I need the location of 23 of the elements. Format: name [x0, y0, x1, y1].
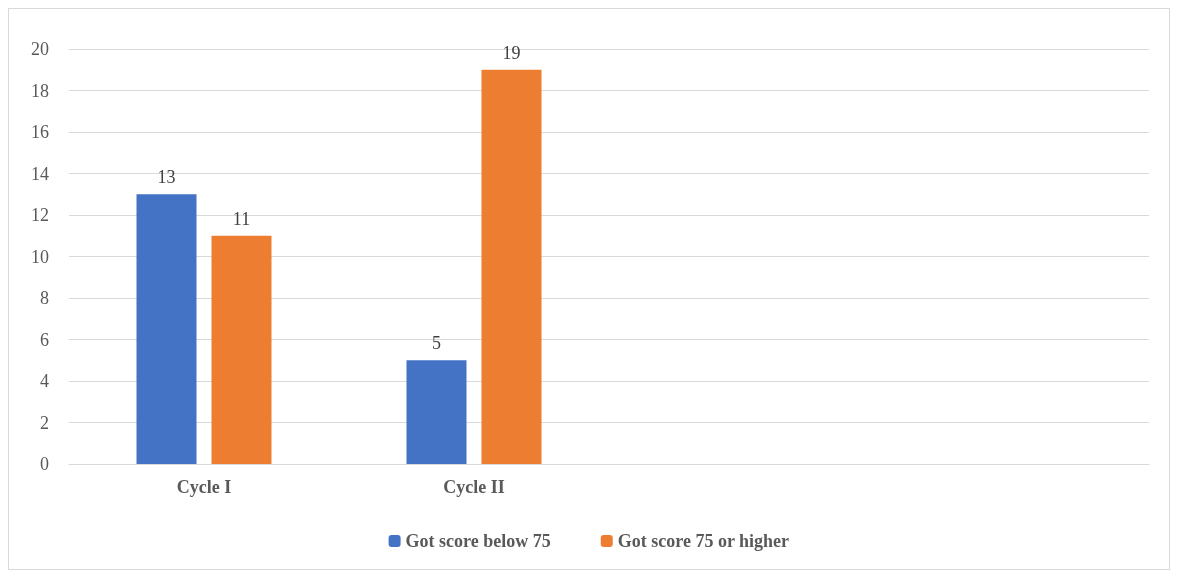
bar — [406, 360, 467, 464]
y-tick-label: 12 — [31, 205, 49, 225]
data-label: 11 — [232, 208, 251, 229]
y-tick-label: 18 — [31, 80, 49, 101]
y-tick-label: 20 — [31, 39, 49, 59]
x-tick-label: Cycle II — [443, 477, 505, 497]
data-label: 13 — [157, 167, 176, 188]
x-tick-label: Cycle I — [176, 477, 232, 497]
y-tick-label: 0 — [40, 454, 49, 474]
legend-label: Got score 75 or higher — [617, 531, 790, 551]
y-tick-label: 6 — [40, 329, 49, 350]
bar — [136, 194, 197, 464]
y-tick-label: 4 — [40, 371, 49, 391]
y-tick-label: 2 — [40, 412, 49, 433]
legend-label: Got score below 75 — [405, 531, 551, 551]
y-tick-label: 16 — [31, 122, 49, 142]
y-tick-label: 8 — [40, 288, 49, 308]
bar — [211, 235, 272, 464]
bar — [481, 69, 542, 464]
data-label: 19 — [502, 42, 521, 63]
y-tick-label: 10 — [31, 246, 49, 267]
data-label: 5 — [432, 333, 441, 354]
y-tick-label: 14 — [31, 163, 49, 184]
